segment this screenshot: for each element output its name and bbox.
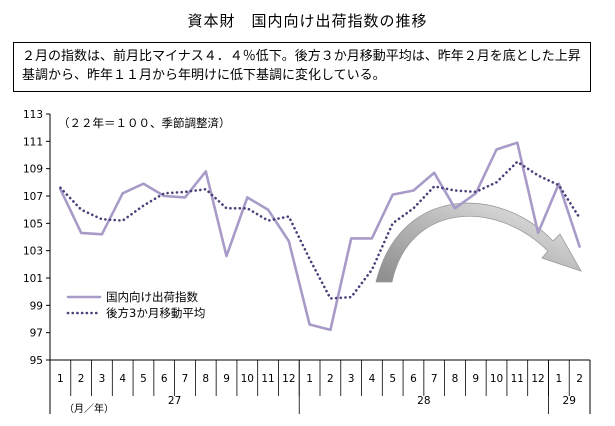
y-tick-label: 101 <box>23 273 43 285</box>
x-tick-label: 2 <box>78 373 85 385</box>
chart-note: （２２年＝１００、季節調整済） <box>58 116 231 130</box>
year-label: 27 <box>168 395 181 407</box>
y-tick-label: 97 <box>30 328 43 340</box>
y-tick-label: 111 <box>23 136 43 148</box>
y-tick-label: 105 <box>23 218 43 230</box>
x-tick-label: 7 <box>182 373 189 385</box>
x-tick-label: 10 <box>241 373 254 385</box>
page-title: 資本財 国内向け出荷指数の推移 <box>187 12 428 30</box>
series-layer <box>59 141 581 332</box>
x-tick-label: 8 <box>202 373 209 385</box>
x-tick-label: 4 <box>369 373 376 385</box>
x-tick-label: 5 <box>389 373 396 385</box>
y-tick-label: 107 <box>23 191 43 203</box>
x-tick-label: 4 <box>119 373 126 385</box>
y-tick-label: 99 <box>30 300 43 312</box>
series-line-shipment-index <box>59 141 581 332</box>
legend-label: 国内向け出荷指数 <box>106 290 198 304</box>
year-label: 29 <box>563 395 576 407</box>
x-tick-label: 2 <box>576 373 583 385</box>
x-tick-label: 12 <box>531 373 544 385</box>
x-tick-label: 11 <box>261 373 274 385</box>
x-tick-label: 1 <box>556 373 563 385</box>
x-tick-label: 8 <box>452 373 459 385</box>
x-tick-label: 12 <box>282 373 295 385</box>
x-tick-label: 6 <box>161 373 168 385</box>
x-tick-label: 1 <box>306 373 313 385</box>
y-tick-label: 113 <box>23 109 43 121</box>
x-tick-label: 11 <box>511 373 524 385</box>
x-tick-label: 2 <box>327 373 334 385</box>
trend-arrow <box>375 202 582 283</box>
series-line-moving-average <box>59 160 581 300</box>
x-tick-label: 3 <box>99 373 106 385</box>
x-tick-label: 5 <box>140 373 147 385</box>
y-tick-label: 95 <box>30 355 43 367</box>
x-tick-label: 3 <box>348 373 355 385</box>
y-tick-label: 103 <box>23 246 43 258</box>
x-tick-label: 1 <box>57 373 64 385</box>
x-axis-label: （月／年） <box>64 402 114 415</box>
x-tick-label: 7 <box>431 373 438 385</box>
x-tick-label: 10 <box>490 373 503 385</box>
x-tick-label: 9 <box>472 373 479 385</box>
year-label: 28 <box>417 395 430 407</box>
legend-label: 後方3か月移動平均 <box>106 306 205 320</box>
summary-box: ２月の指数は、前月比マイナス４．４％低下。後方３か月移動平均は、昨年２月を底とし… <box>13 42 591 92</box>
y-tick-label: 109 <box>23 164 43 176</box>
x-tick-label: 9 <box>223 373 230 385</box>
x-tick-label: 6 <box>410 373 417 385</box>
